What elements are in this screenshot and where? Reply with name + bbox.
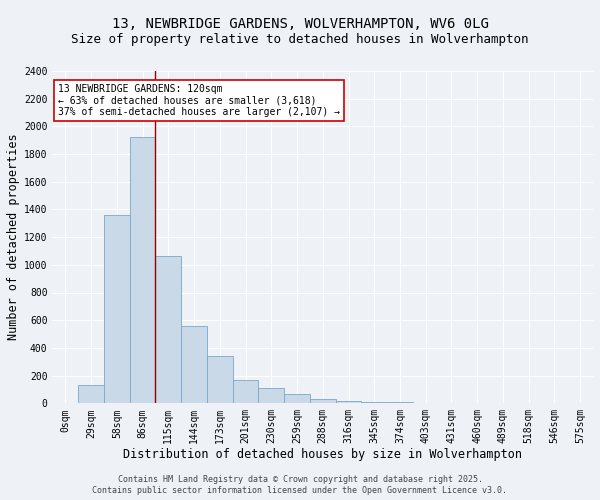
- X-axis label: Distribution of detached houses by size in Wolverhampton: Distribution of detached houses by size …: [123, 448, 522, 460]
- Text: 13 NEWBRIDGE GARDENS: 120sqm
← 63% of detached houses are smaller (3,618)
37% of: 13 NEWBRIDGE GARDENS: 120sqm ← 63% of de…: [58, 84, 340, 117]
- Text: Size of property relative to detached houses in Wolverhampton: Size of property relative to detached ho…: [71, 32, 529, 46]
- Bar: [233, 380, 259, 404]
- Bar: [310, 399, 335, 404]
- Text: Contains public sector information licensed under the Open Government Licence v3: Contains public sector information licen…: [92, 486, 508, 495]
- Bar: [361, 402, 387, 404]
- Text: Contains HM Land Registry data © Crown copyright and database right 2025.: Contains HM Land Registry data © Crown c…: [118, 475, 482, 484]
- Bar: [52, 402, 78, 404]
- Bar: [387, 402, 413, 404]
- Bar: [104, 215, 130, 404]
- Bar: [284, 394, 310, 404]
- Bar: [335, 400, 361, 404]
- Bar: [259, 388, 284, 404]
- Text: 13, NEWBRIDGE GARDENS, WOLVERHAMPTON, WV6 0LG: 13, NEWBRIDGE GARDENS, WOLVERHAMPTON, WV…: [112, 18, 488, 32]
- Bar: [155, 256, 181, 404]
- Bar: [207, 356, 233, 404]
- Y-axis label: Number of detached properties: Number of detached properties: [7, 134, 20, 340]
- Bar: [130, 138, 155, 404]
- Bar: [413, 402, 439, 404]
- Bar: [78, 386, 104, 404]
- Bar: [181, 326, 207, 404]
